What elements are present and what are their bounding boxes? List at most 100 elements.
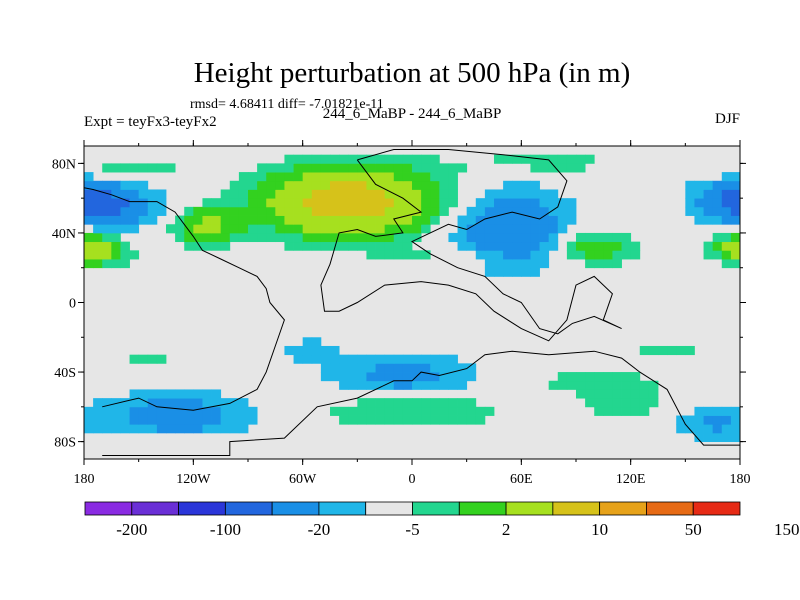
- contour-cell: [448, 398, 458, 408]
- contour-cell: [484, 241, 495, 251]
- colorbar-label: 10: [591, 520, 608, 539]
- contour-cell: [703, 432, 714, 443]
- contour-cell: [311, 345, 322, 356]
- y-tick-label: 0: [69, 297, 76, 312]
- contour-cell: [621, 250, 632, 260]
- contour-cell: [412, 215, 422, 225]
- contour-cell: [320, 215, 331, 225]
- contour-cell: [102, 415, 112, 425]
- contour-cell: [293, 189, 304, 199]
- contour-cell: [503, 224, 513, 234]
- contour-cell: [421, 415, 431, 425]
- contour-cell: [330, 215, 340, 225]
- contour-cell: [202, 406, 212, 416]
- contour-cell: [257, 172, 267, 182]
- contour-cell: [393, 163, 404, 173]
- contour-cell: [202, 424, 212, 434]
- contour-cell: [594, 250, 604, 260]
- contour-cell: [111, 259, 121, 269]
- contour-cell: [503, 241, 513, 251]
- contour-cell: [339, 224, 349, 234]
- contour-cell: [539, 259, 550, 269]
- stats-line: rmsd= 4.68411 diff= -7.01821e-11: [190, 97, 384, 112]
- contour-cell: [330, 232, 340, 243]
- contour-cell: [193, 215, 203, 225]
- contour-cell: [393, 415, 404, 425]
- contour-cell: [694, 215, 704, 225]
- contour-cell: [721, 189, 732, 199]
- contour-cell: [402, 206, 413, 216]
- contour-cell: [339, 380, 349, 390]
- contour-cell: [357, 354, 367, 364]
- contour-cell: [712, 250, 723, 260]
- colorbar: -200 -100 -20 -5 2 10 50 150: [84, 501, 800, 539]
- contour-cell: [202, 232, 212, 243]
- contour-cell: [494, 267, 504, 277]
- contour-cell: [393, 406, 404, 416]
- contour-cell: [293, 206, 304, 216]
- contour-cell: [220, 424, 231, 434]
- contour-cell: [557, 163, 568, 173]
- contour-cell: [175, 224, 185, 234]
- contour-cell: [302, 189, 313, 199]
- contour-cell: [147, 424, 158, 434]
- contour-cell: [357, 241, 367, 251]
- contour-cell: [156, 354, 167, 364]
- contour-cell: [339, 198, 349, 208]
- contour-cell: [229, 224, 240, 234]
- contour-cell: [284, 198, 294, 208]
- contour-cell: [448, 380, 458, 390]
- contour-cell: [339, 180, 349, 190]
- contour-cell: [156, 424, 167, 434]
- contour-cell: [721, 415, 732, 425]
- contour-cell: [156, 398, 167, 408]
- contour-cell: [111, 163, 121, 173]
- contour-cell: [503, 215, 513, 225]
- contour-cell: [521, 198, 531, 208]
- contour-cell: [248, 206, 258, 216]
- contour-cell: [630, 250, 641, 260]
- contour-cell: [111, 398, 121, 408]
- contour-cell: [621, 398, 632, 408]
- contour-cell: [412, 189, 422, 199]
- contour-cell: [184, 406, 194, 416]
- contour-cell: [402, 180, 413, 190]
- contour-cell: [384, 250, 395, 260]
- contour-cell: [229, 215, 240, 225]
- contour-cell: [375, 406, 386, 416]
- contour-cell: [129, 424, 140, 434]
- contour-cell: [521, 267, 531, 277]
- contour-cell: [594, 398, 604, 408]
- contour-cell: [685, 180, 695, 190]
- contour-cell: [102, 241, 112, 251]
- contour-cell: [238, 180, 249, 190]
- contour-cell: [302, 345, 313, 356]
- contour-cell: [220, 206, 231, 216]
- contour-cell: [211, 241, 222, 251]
- contour-cell: [138, 424, 149, 434]
- contour-cell: [111, 250, 121, 260]
- contour-cell: [229, 424, 240, 434]
- contour-cell: [730, 198, 740, 208]
- contour-cell: [566, 206, 577, 216]
- contour-cell: [166, 424, 176, 434]
- contour-cell: [694, 415, 704, 425]
- contour-cell: [393, 206, 404, 216]
- contour-cell: [311, 337, 322, 347]
- contour-cell: [84, 215, 94, 225]
- contour-cell: [621, 380, 632, 390]
- contour-cell: [694, 424, 704, 434]
- contour-cell: [703, 241, 714, 251]
- contour-cell: [639, 406, 650, 416]
- contour-cell: [357, 398, 367, 408]
- contour-cell: [129, 250, 140, 260]
- contour-cell: [466, 398, 477, 408]
- contour-cell: [302, 337, 313, 347]
- contour-cell: [266, 163, 276, 173]
- contour-cell: [357, 224, 367, 234]
- contour-cell: [703, 250, 714, 260]
- colorbar-swatch: [318, 501, 367, 516]
- contour-cell: [375, 189, 386, 199]
- contour-cell: [475, 250, 486, 260]
